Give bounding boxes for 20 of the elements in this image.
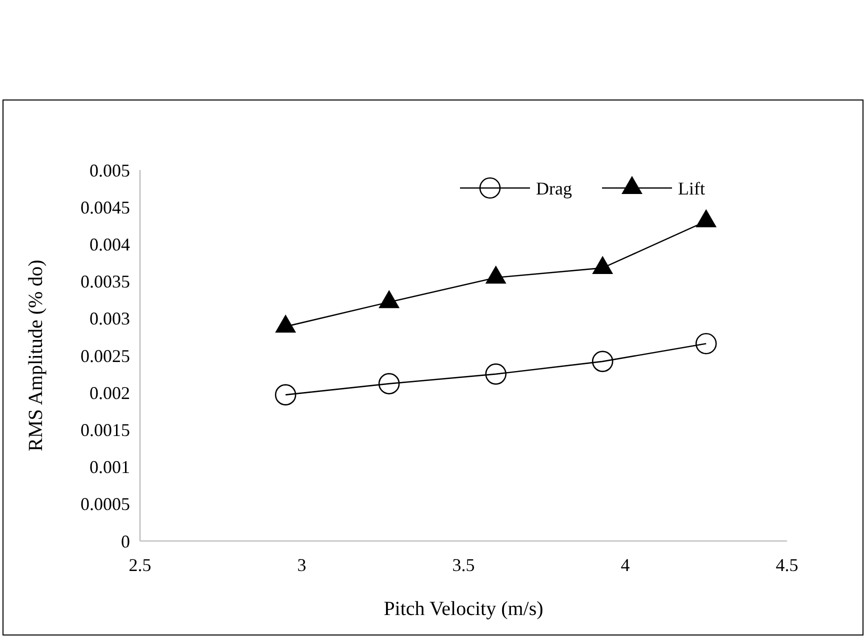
legend-label: Lift <box>678 178 705 198</box>
y-tick-label: 0.0015 <box>80 420 130 440</box>
x-tick-label: 3.5 <box>452 555 475 575</box>
x-tick-label: 3 <box>297 555 306 575</box>
legend-label: Drag <box>536 178 572 198</box>
x-tick-label: 4.5 <box>776 555 798 575</box>
y-tick-label: 0.001 <box>90 457 130 478</box>
y-tick-label: 0.0035 <box>80 272 130 292</box>
y-tick-label: 0.0005 <box>80 494 130 514</box>
y-tick-label: 0.0025 <box>80 346 130 366</box>
y-tick-label: 0.004 <box>90 234 130 254</box>
y-tick-label: 0.005 <box>90 160 130 180</box>
x-tick-label: 2.5 <box>128 555 152 575</box>
y-tick-label: 0.0045 <box>80 197 130 218</box>
y-tick-label: 0 <box>121 531 130 552</box>
x-tick-label: 4 <box>620 555 630 575</box>
y-tick-label: 0.002 <box>90 382 130 403</box>
y-axis-title: RMS Amplitude (% do) <box>25 260 47 452</box>
y-tick-label: 0.003 <box>90 308 130 329</box>
x-axis-title: Pitch Velocity (m/s) <box>384 598 544 620</box>
